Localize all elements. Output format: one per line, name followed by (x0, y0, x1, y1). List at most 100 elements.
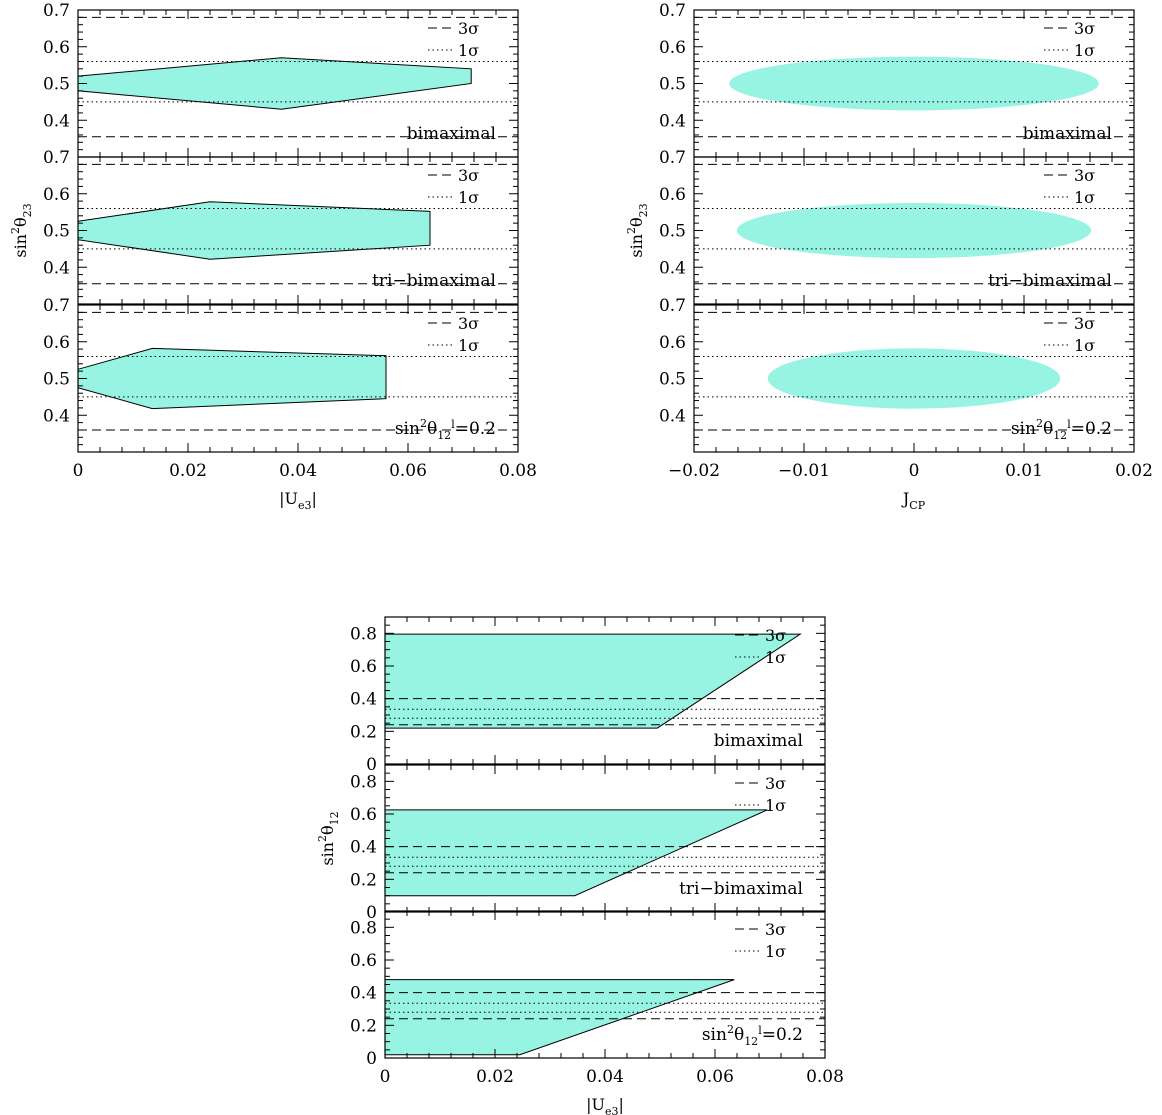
y-tick-label: 0.8 (350, 772, 377, 792)
panel-3: 0.4 0.5 0.6 0.7 3σ 1σ sin2θ12l=0.2 (43, 296, 519, 453)
allowed-region (729, 56, 1099, 111)
y-tick-label: 0.2 (350, 870, 377, 890)
x-axis-label-main: J (901, 489, 909, 508)
y-axis-label-main: sin (11, 234, 30, 258)
x-tick-label: −0.02 (668, 461, 720, 481)
y-axis-label: sin2θ23 (9, 203, 34, 257)
legend-3sigma-label: 3σ (1074, 166, 1095, 185)
x-tick-label: 0.02 (476, 1067, 514, 1087)
y-tick-label: 0 (366, 903, 377, 923)
y-tick-label: 0.6 (350, 951, 377, 971)
y-axis-label-sup: 2 (9, 227, 22, 234)
legend-3sigma-label: 3σ (1074, 314, 1095, 333)
y-tick-label: 0.6 (350, 805, 377, 825)
panel-label-sup2: l (758, 1024, 762, 1037)
x-tick-label: 0.08 (499, 461, 537, 481)
y-tick-label: 0.4 (43, 111, 70, 131)
panel-label: bimaximal (407, 124, 496, 144)
x-tick-label: 0 (73, 461, 84, 481)
y-tick-label: 0 (366, 755, 377, 775)
panel-label-sup: 2 (1036, 417, 1043, 430)
y-tick-label: 0.4 (350, 984, 377, 1004)
x-tick-label: 0.04 (586, 1067, 624, 1087)
x-tick-label: 0.04 (279, 461, 317, 481)
legend-1sigma-label: 1σ (1074, 336, 1095, 355)
panel-1: 0 0.2 0.4 0.6 0.8 3σ 1σ bimaximal (350, 616, 826, 775)
y-tick-label: 0.8 (350, 918, 377, 938)
panel-label-value: =0.2 (455, 419, 496, 439)
legend-3sigma-label: 3σ (765, 626, 786, 645)
y-tick-label: 0.2 (350, 722, 377, 742)
y-tick-label: 0.6 (43, 185, 70, 205)
legend-1sigma-label: 1σ (458, 188, 479, 207)
panel-label: tri−bimaximal (679, 879, 803, 899)
y-tick-label: 0.4 (43, 258, 70, 278)
panel-label: bimaximal (714, 731, 803, 751)
x-tick-label: 0.06 (389, 461, 427, 481)
panel-label: bimaximal (1023, 124, 1112, 144)
panel-3: 0.4 0.5 0.6 0.7 3σ 1σ sin2θ12l=0.2 (659, 296, 1135, 453)
y-tick-label: 0.4 (659, 258, 686, 278)
legend-3sigma-label: 3σ (1074, 19, 1095, 38)
x-axis-label-sub: CP (909, 499, 925, 512)
panel-label: tri−bimaximal (988, 271, 1112, 291)
legend-1sigma-label: 1σ (765, 648, 786, 667)
x-tick-label: −0.01 (778, 461, 830, 481)
y-tick-label: 0.5 (43, 370, 70, 390)
panel-label-sup: 2 (420, 417, 427, 430)
panel-label-text: sin (702, 1025, 727, 1045)
x-axis-label-end: | (312, 489, 317, 508)
y-tick-label: 0.7 (659, 148, 686, 168)
legend-1sigma-label: 1σ (765, 796, 786, 815)
panel-label-var: θ (1043, 419, 1053, 439)
panel-2: 0.4 0.5 0.6 0.7 3σ 1σ tri−bimaximal (659, 148, 1135, 305)
chart-ue3-s23: 0.4 0.5 0.6 0.7 3σ 1σ bimaximal 0.4 0.5 0.6 0.7 3σ 1… (9, 1, 537, 512)
y-tick-label: 0.5 (43, 75, 70, 95)
panel-label: sin2θ12l=0.2 (1011, 417, 1112, 442)
x-axis-label-sub: e3 (605, 1105, 619, 1115)
legend-1sigma-label: 1σ (458, 41, 479, 60)
legend-1sigma-label: 1σ (765, 942, 786, 961)
y-axis-label-main: sin (318, 842, 337, 866)
y-tick-label: 0.6 (659, 38, 686, 58)
y-axis-label-sup: 2 (625, 227, 638, 234)
y-tick-label: 0.7 (659, 1, 686, 21)
y-axis-label: sin2θ12 (316, 811, 341, 865)
legend-1sigma-label: 1σ (1074, 41, 1095, 60)
y-tick-label: 0.7 (43, 296, 70, 316)
legend-1sigma-label: 1σ (458, 336, 479, 355)
x-tick-label: 0.08 (806, 1067, 844, 1087)
panel-label-text: sin (395, 419, 420, 439)
legend-3sigma-label: 3σ (765, 774, 786, 793)
panel-label: sin2θ12l=0.2 (395, 417, 496, 442)
legend-3sigma-label: 3σ (765, 920, 786, 939)
panel-label-sub: 12 (437, 429, 451, 442)
y-tick-label: 0.7 (43, 148, 70, 168)
allowed-region (767, 348, 1061, 409)
x-axis-label: JCP (901, 489, 926, 512)
y-tick-label: 0.5 (659, 370, 686, 390)
panel-label-text: sin (1011, 419, 1036, 439)
panel-label-value: =0.2 (762, 1025, 803, 1045)
y-tick-label: 0.5 (659, 75, 686, 95)
panel-2: 0.4 0.5 0.6 0.7 3σ 1σ tri−bimaximal (43, 148, 519, 305)
panel-label: tri−bimaximal (372, 271, 496, 291)
legend-3sigma-label: 3σ (458, 19, 479, 38)
x-axis-label-main: |U (586, 1095, 605, 1114)
panel-label-sup: 2 (727, 1023, 734, 1036)
y-tick-label: 0.4 (350, 690, 377, 710)
panel-label-var: θ (427, 419, 437, 439)
y-tick-label: 0.4 (43, 406, 70, 426)
y-axis-label-var: θ (318, 825, 337, 835)
panel-label-var: θ (734, 1025, 744, 1045)
y-axis-label-sub: 23 (637, 203, 650, 217)
x-axis-label-main: |U (279, 489, 298, 508)
panel-label-sup2: l (451, 418, 455, 431)
panel-label-sub: 12 (744, 1035, 758, 1048)
legend-1sigma-label: 1σ (1074, 188, 1095, 207)
x-tick-label: 0 (380, 1067, 391, 1087)
x-tick-label: 0.01 (1005, 461, 1043, 481)
x-axis-label: |Ue3| (279, 489, 317, 512)
